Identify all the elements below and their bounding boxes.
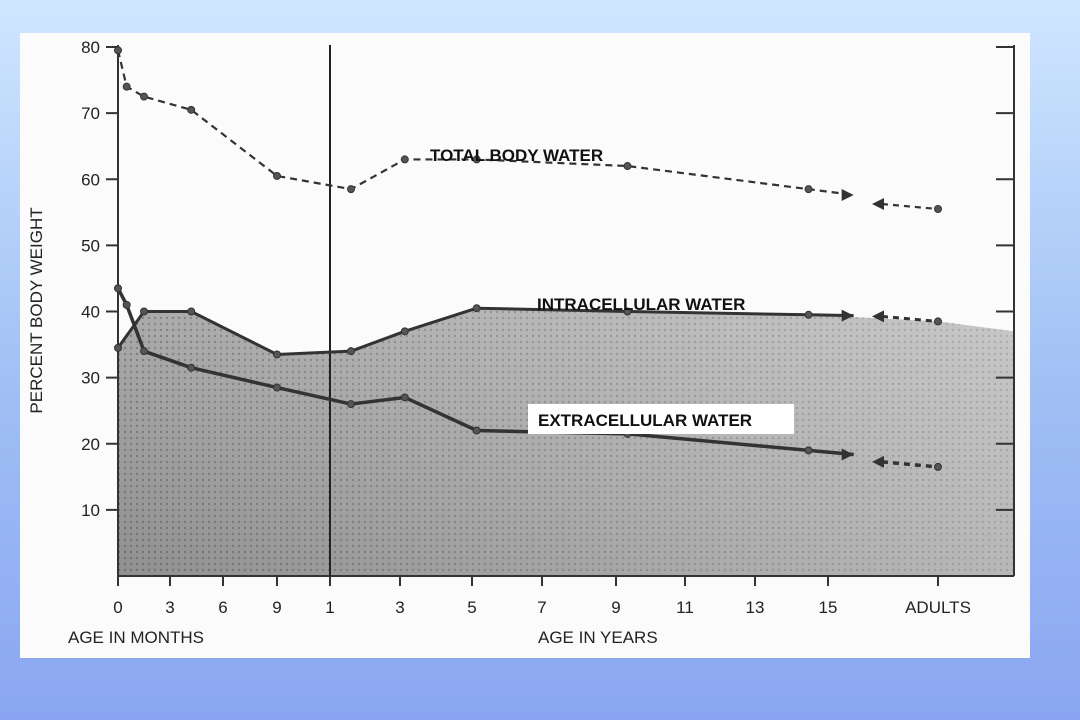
y-tick-label: 30 (81, 369, 100, 388)
intracellular-area-fade (118, 308, 1014, 576)
x-tick-label: 3 (395, 598, 404, 617)
total-body-water-point (472, 155, 481, 164)
intracellular-water-point (187, 307, 196, 316)
intracellular-water-point (347, 347, 355, 356)
extracellular-water-point (347, 400, 355, 409)
series-label-extracellular-water: EXTRACELLULAR WATER (538, 411, 752, 430)
total-body-water-point (400, 155, 409, 164)
intracellular-water-arrow-left (872, 310, 884, 323)
extracellular-water-adult-segment (881, 460, 939, 469)
x-tick-label: 9 (272, 598, 281, 617)
extracellular-label-box (528, 404, 794, 434)
x-axis-title-months: AGE IN MONTHS (68, 628, 204, 647)
x-tick-label: 15 (819, 598, 838, 617)
intracellular-water-line (116, 306, 854, 356)
intracellular-water-point (804, 310, 813, 319)
total-body-water-arrow-left (872, 198, 884, 211)
extracellular-water-point (804, 446, 813, 455)
x-tick-label: 5 (467, 598, 476, 617)
extracellular-water-point (472, 426, 481, 435)
intracellular-water-point (623, 307, 632, 316)
x-tick-label: 1 (325, 598, 334, 617)
extracellular-water-point (140, 347, 148, 356)
intracellular-water-arrow-right (841, 309, 854, 322)
y-tick-label: 80 (81, 38, 100, 57)
total-body-water-point (114, 46, 122, 55)
x-tick-label: 3 (165, 598, 174, 617)
total-body-water-arrow-right (841, 188, 854, 201)
total-body-water-line (116, 50, 854, 197)
y-tick-label: 70 (81, 104, 100, 123)
chart-panel: 10 20 30 40 50 60 70 80 0 3 6 9 1 3 5 7 9 11 13 15 ADULTS AGE… (20, 33, 1030, 658)
x-tick-label: 0 (113, 598, 122, 617)
x-tick-label: ADULTS (905, 598, 971, 617)
intracellular-water-point (934, 317, 942, 326)
y-axis-title: PERCENT BODY WEIGHT (27, 207, 46, 413)
y-tick-label: 20 (81, 435, 100, 454)
y-tick-label: 40 (81, 303, 100, 322)
intracellular-water-point (400, 327, 409, 336)
intracellular-water-point (114, 343, 122, 352)
total-body-water-point (140, 92, 148, 101)
series-label-intracellular-water: INTRACELLULAR WATER (537, 295, 745, 314)
total-body-water-point (623, 162, 632, 171)
x-tick-label: 11 (676, 598, 694, 617)
extracellular-water-point (122, 300, 131, 309)
x-axis-title-years: AGE IN YEARS (538, 628, 658, 647)
total-body-water-point (187, 105, 196, 114)
extracellular-water-arrow-right (841, 448, 854, 461)
total-body-water-adult-segment (881, 202, 939, 211)
total-body-water-point (804, 185, 813, 194)
y-tick-label: 60 (81, 170, 100, 189)
intracellular-water-point (140, 307, 148, 316)
x-tick-label: 9 (611, 598, 620, 617)
extracellular-water-point (114, 284, 122, 293)
intracellular-water-adult-segment (881, 314, 939, 323)
extracellular-water-point (187, 363, 196, 372)
total-body-water-point (934, 205, 942, 214)
extracellular-water-point (273, 383, 281, 392)
y-tick-label: 10 (81, 501, 100, 520)
extracellular-water-point (400, 393, 409, 402)
x-tick-label: 13 (746, 598, 765, 617)
total-body-water-point (122, 82, 131, 91)
total-body-water-point (273, 171, 281, 180)
series-label-total-body-water: TOTAL BODY WATER (430, 146, 603, 165)
x-tick-label: 6 (218, 598, 227, 617)
x-tick-label: 7 (537, 598, 546, 617)
y-tick-label: 50 (81, 236, 100, 255)
extracellular-water-point (934, 462, 942, 471)
intracellular-water-point (273, 350, 281, 359)
total-body-water-point (347, 185, 355, 194)
intracellular-water-point (472, 304, 481, 313)
extracellular-water-arrow-left (872, 455, 884, 468)
